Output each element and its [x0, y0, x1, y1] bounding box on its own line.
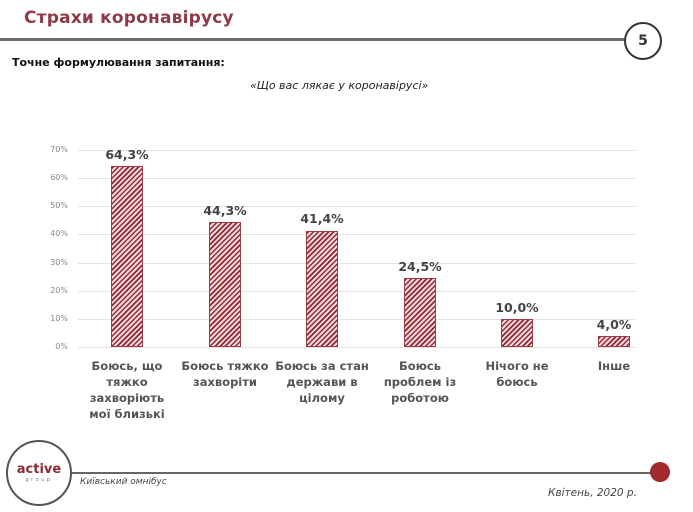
- bar-value-label: 4,0%: [596, 316, 632, 332]
- footer-dot-icon: [650, 462, 670, 482]
- bar-value-label: 44,3%: [203, 203, 247, 219]
- gridline: [78, 318, 636, 320]
- bar: [209, 222, 241, 347]
- gridline: [78, 206, 636, 208]
- gridline: [78, 234, 636, 236]
- bar: [404, 278, 436, 347]
- bar-value-label: 41,4%: [300, 211, 344, 227]
- gridline: [78, 150, 636, 151]
- page-number-badge: 5: [624, 22, 662, 60]
- bar: [501, 318, 533, 347]
- x-category-label: Боюсь, що тяжко захворіють мої близькі: [89, 359, 165, 421]
- header-divider: [0, 38, 624, 41]
- company-logo: active group: [6, 440, 72, 506]
- y-tick-label: 70%: [50, 145, 68, 154]
- gridline: [78, 290, 636, 292]
- x-category-label: Боюсь тяжко захворіти: [181, 359, 269, 389]
- page-title: Страхи коронавірусу: [24, 8, 234, 28]
- page-number: 5: [638, 33, 648, 49]
- bar: [598, 335, 630, 347]
- footer-survey-name: Київський омнібус: [80, 477, 167, 487]
- y-tick-label: 30%: [50, 257, 68, 267]
- question-text: «Що вас лякає у коронавірусі»: [250, 79, 429, 92]
- bar: [111, 166, 143, 347]
- logo-text: active: [16, 461, 62, 477]
- bar-value-label: 10,0%: [495, 299, 539, 315]
- footer-divider: [72, 472, 658, 474]
- y-tick-label: 40%: [50, 229, 68, 239]
- y-tick-label: 50%: [50, 201, 68, 211]
- bar-value-label: 64,3%: [105, 147, 149, 163]
- x-category-label: Інше: [597, 359, 631, 373]
- footer-date: Квітень, 2020 р.: [548, 487, 637, 499]
- y-tick-label: 20%: [50, 285, 68, 295]
- gridline: [78, 347, 636, 348]
- gridline: [78, 178, 636, 180]
- x-category-label: Нічого не боюсь: [485, 359, 549, 389]
- y-tick-label: 60%: [50, 173, 68, 183]
- x-category-label: Боюсь проблем із роботою: [383, 359, 457, 405]
- bar-value-label: 24,5%: [398, 259, 442, 275]
- gridline: [78, 262, 636, 264]
- x-category-label: Боюсь за стан держави в цілому: [275, 359, 369, 405]
- question-label: Точне формулювання запитання:: [12, 56, 225, 69]
- y-tick-label: 0%: [55, 342, 68, 351]
- bar: [306, 230, 338, 347]
- chart-plot-area: 64,3% 44,3% 41,4% 24,5% 10,0% 4,0%: [78, 147, 636, 348]
- y-tick-label: 10%: [50, 313, 68, 323]
- logo-subtext: group: [25, 476, 53, 483]
